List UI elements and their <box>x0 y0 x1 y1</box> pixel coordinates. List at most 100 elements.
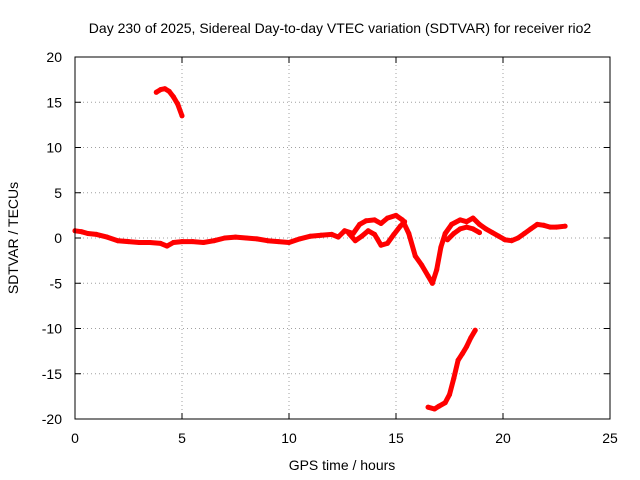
data-point-main <box>136 240 142 245</box>
data-point-lower-segment <box>455 357 461 363</box>
data-point-lower-segment <box>472 327 478 333</box>
y-tick-label: 20 <box>46 49 62 65</box>
data-point-loop <box>397 223 403 229</box>
data-point-main <box>147 240 153 245</box>
data-point-main <box>335 234 341 240</box>
data-point-main <box>496 233 502 239</box>
data-point-main <box>554 224 559 230</box>
x-tick-labels: 0 5 10 15 20 25 <box>71 430 618 446</box>
data-point-lower-segment <box>468 335 474 341</box>
data-point-main <box>547 224 553 230</box>
data-point-main <box>158 240 164 246</box>
data-point-loop <box>352 238 358 244</box>
x-axis-label: GPS time / hours <box>289 457 396 473</box>
data-point-loop <box>384 240 390 246</box>
data-point-main <box>211 238 217 244</box>
data-point-main <box>406 231 412 236</box>
data-point-main <box>464 219 470 225</box>
data-point-main <box>434 267 440 273</box>
data-point-main <box>412 253 418 259</box>
data-point-main <box>93 231 99 237</box>
data-point-main <box>342 228 348 234</box>
data-point-main <box>363 218 369 224</box>
data-point-main <box>222 235 228 241</box>
data-point-loop <box>378 242 384 248</box>
data-point-loop <box>365 228 371 234</box>
data-point-main <box>357 221 363 227</box>
y-axis-label: SDTVAR / TECUs <box>5 182 21 294</box>
data-point-main <box>541 222 547 228</box>
data-point-main <box>502 237 508 243</box>
data-point-main <box>509 238 515 244</box>
data-point-main <box>393 212 399 218</box>
data-point-main <box>233 234 238 240</box>
data-point-upper-segment <box>158 87 164 93</box>
y-tick-label: 10 <box>46 140 62 156</box>
data-point-lower-segment <box>464 344 470 350</box>
data-point-dip <box>444 237 450 243</box>
data-point-lower-segment <box>436 403 442 409</box>
data-point-loop <box>372 231 378 237</box>
data-point-main <box>297 236 303 242</box>
data-point-main <box>318 232 324 238</box>
data-point-dip <box>451 231 457 236</box>
data-point-main <box>307 233 313 239</box>
plot-series <box>72 86 568 412</box>
data-point-dip <box>457 226 463 232</box>
data-point-upper-segment <box>175 101 181 107</box>
data-point-main <box>419 262 425 268</box>
x-tick-label: 20 <box>495 430 511 446</box>
data-point-main <box>528 226 534 232</box>
data-point-main <box>190 239 196 245</box>
data-point-main <box>521 231 527 236</box>
data-point-lower-segment <box>447 392 452 398</box>
x-tick-label: 25 <box>602 430 618 446</box>
x-tick-label: 15 <box>388 430 404 446</box>
data-point-main <box>329 231 335 237</box>
data-point-lower-segment <box>451 375 457 381</box>
data-point-main <box>372 217 378 223</box>
y-tick-label: -10 <box>42 321 62 337</box>
data-point-main <box>115 238 121 244</box>
y-tick-label: 15 <box>46 94 62 110</box>
data-point-dip <box>470 226 476 232</box>
data-point-lower-segment <box>432 406 437 412</box>
data-point-upper-segment <box>162 86 168 92</box>
data-point-upper-segment <box>170 94 176 100</box>
x-tick-label: 10 <box>281 430 297 446</box>
data-point-main <box>477 221 482 227</box>
y-tick-label: 0 <box>54 230 62 246</box>
data-point-lower-segment <box>425 404 431 410</box>
data-point-dip <box>464 224 470 230</box>
data-point-main <box>243 235 249 241</box>
gridlines <box>75 57 610 419</box>
data-point-main <box>164 243 170 249</box>
data-point-main <box>515 235 521 241</box>
data-point-upper-segment <box>153 89 159 95</box>
series-line-main <box>72 212 568 286</box>
x-tick-label: 0 <box>71 430 79 446</box>
data-point-main <box>534 221 540 227</box>
data-point-main <box>104 234 110 240</box>
data-point-main <box>429 280 435 286</box>
data-point-main <box>438 244 444 250</box>
data-point-main <box>470 215 476 221</box>
data-point-main <box>425 273 431 279</box>
data-point-main <box>384 215 390 221</box>
y-tick-label: -5 <box>50 275 63 291</box>
y-tick-label: -15 <box>42 366 62 382</box>
data-point-main <box>170 240 176 245</box>
chart-title: Day 230 of 2025, Sidereal Day-to-day VTE… <box>89 20 592 36</box>
data-point-main <box>286 240 292 245</box>
series-line-lower-segment <box>425 327 478 412</box>
data-point-dip <box>477 230 482 236</box>
data-point-loop <box>402 219 408 225</box>
data-point-lower-segment <box>459 351 465 357</box>
data-point-main <box>78 229 84 235</box>
data-point-main <box>483 226 489 232</box>
data-point-main <box>126 239 131 245</box>
data-point-main <box>254 236 260 242</box>
data-point-main <box>442 231 448 236</box>
data-point-loop <box>346 231 352 236</box>
